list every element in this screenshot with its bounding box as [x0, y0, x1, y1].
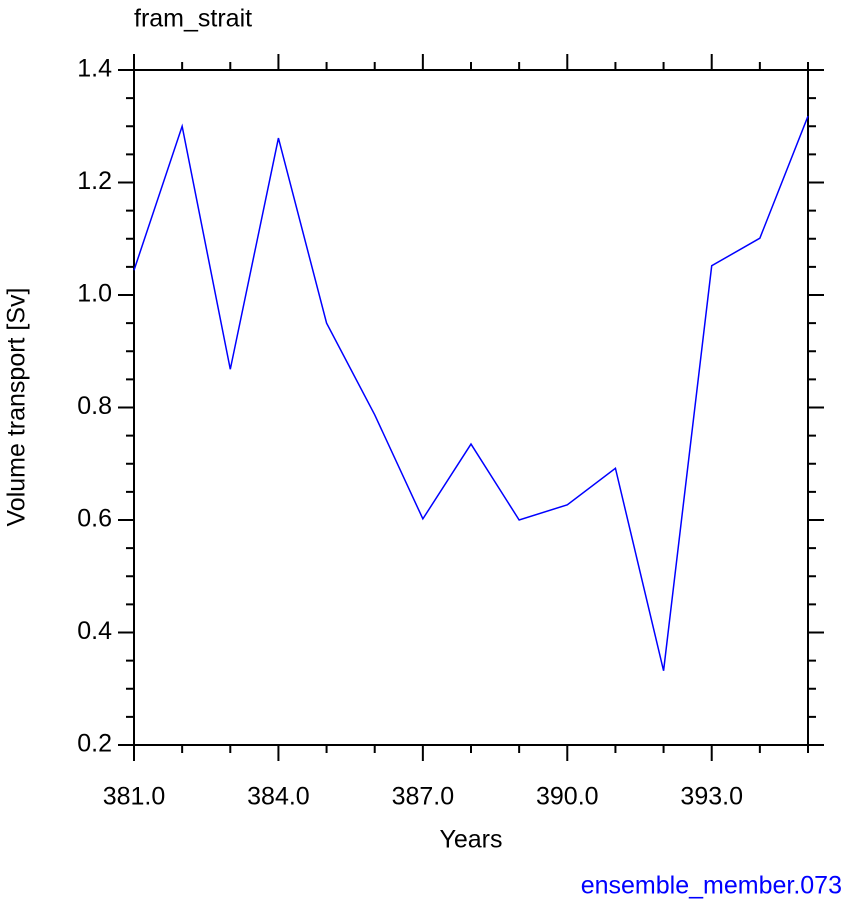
x-tick-label: 384.0 — [247, 783, 310, 811]
x-tick-label: 387.0 — [392, 783, 455, 811]
y-tick-label: 1.4 — [77, 55, 112, 83]
y-axis-label: Volume transport [Sv] — [3, 287, 31, 526]
y-tick-label: 0.2 — [77, 730, 112, 758]
x-tick-label: 393.0 — [680, 783, 743, 811]
y-tick-label: 0.4 — [77, 617, 112, 645]
y-tick-label: 1.0 — [77, 280, 112, 308]
y-tick-label: 1.2 — [77, 167, 112, 195]
data-line — [133, 115, 809, 671]
chart-title: fram_strait — [134, 5, 252, 33]
y-tick-label: 0.8 — [77, 392, 112, 420]
x-tick-label: 390.0 — [536, 783, 599, 811]
plot-frame — [133, 69, 809, 746]
x-tick-label: 381.0 — [103, 783, 166, 811]
annotation: ensemble_member.073 — [581, 872, 842, 900]
x-axis-label: Years — [439, 826, 502, 854]
y-tick-label: 0.6 — [77, 505, 112, 533]
